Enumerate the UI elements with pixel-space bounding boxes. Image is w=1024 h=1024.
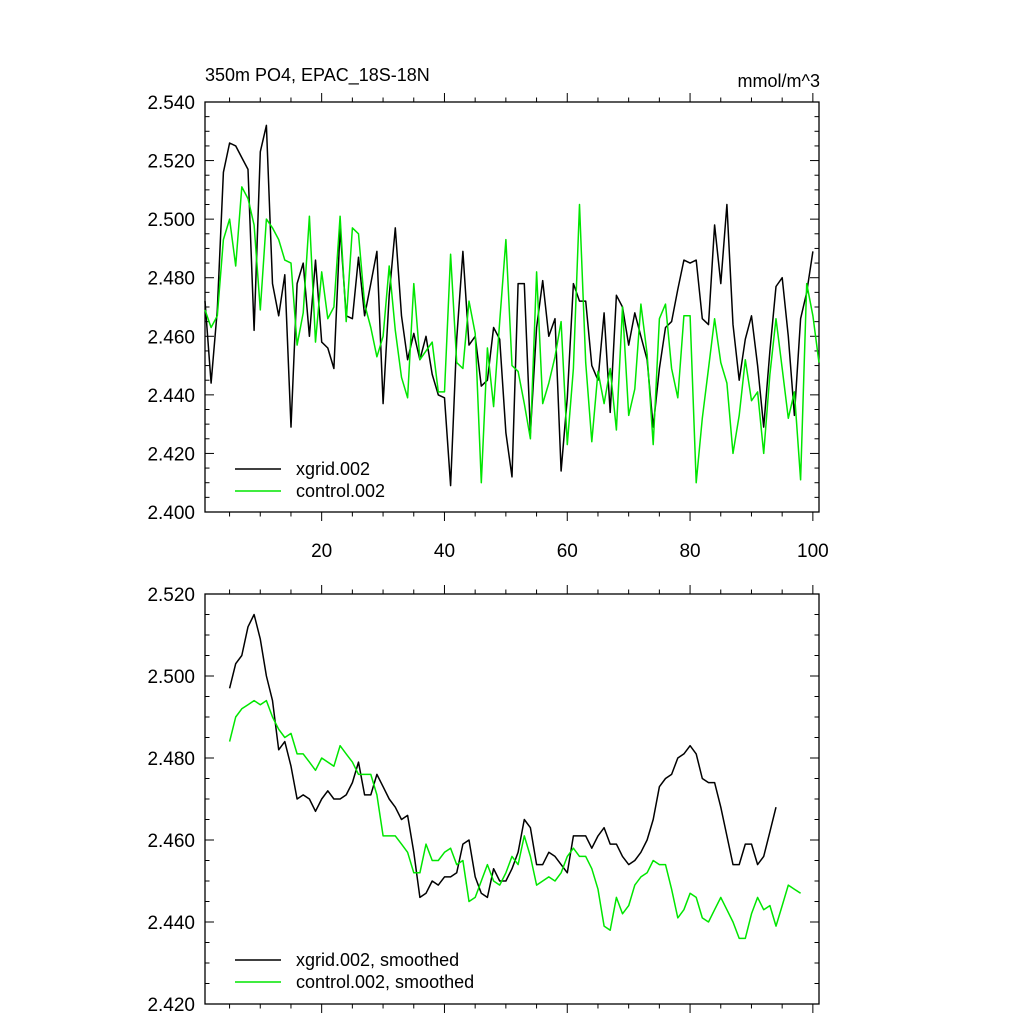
series-line-control [204, 186, 820, 484]
y-tick-label: 2.520 [147, 152, 195, 173]
legend-label-control: control.002 [296, 481, 385, 501]
top-chart-panel: 350m PO4, EPAC_18S-18N mmol/m^3 2.4002.4… [147, 65, 828, 562]
y-tick-label: 2.500 [147, 667, 195, 688]
chart-title: 350m PO4, EPAC_18S-18N [205, 65, 430, 86]
y-tick-label: 2.500 [147, 210, 195, 231]
legend-label-control-smoothed: control.002, smoothed [296, 972, 474, 992]
x-tick-label: 80 [679, 541, 700, 562]
top-axis-ticks: 2.400 2.420 2.440 2.460 2.480 2.500 2.520 2.540… [147, 93, 829, 562]
series-line-control [228, 699, 802, 940]
y-tick-label: 2.540 [147, 93, 195, 114]
top-series-lines [204, 124, 820, 487]
top-legend: xgrid.002 control.002 [235, 459, 385, 501]
x-tick-label: 60 [557, 541, 578, 562]
x-tick-label: 40 [434, 541, 455, 562]
y-tick-label: 2.480 [147, 749, 195, 770]
top-plot-frame [204, 101, 820, 513]
bottom-series-lines [228, 613, 802, 940]
x-tick-label: 100 [797, 541, 829, 562]
bottom-legend: xgrid.002, smoothed control.002, smoothe… [235, 950, 474, 992]
legend-label-xgrid: xgrid.002 [296, 459, 370, 479]
y-tick-label: 2.420 [147, 995, 195, 1016]
x-tick-label: 20 [311, 541, 332, 562]
units-label: mmol/m^3 [738, 71, 820, 91]
bottom-chart-panel: 2.420 2.440 2.460 2.480 2.500 2.520 xgrid.002… [147, 585, 820, 1016]
y-tick-label: 2.420 [147, 444, 195, 465]
y-tick-label: 2.460 [147, 327, 195, 348]
bottom-axis-ticks: 2.420 2.440 2.460 2.480 2.500 2.520 [147, 585, 819, 1016]
y-tick-label: 2.440 [147, 913, 195, 934]
series-line-xgrid [204, 124, 814, 487]
y-tick-label: 2.520 [147, 585, 195, 606]
y-tick-label: 2.480 [147, 269, 195, 290]
y-tick-label: 2.460 [147, 831, 195, 852]
y-tick-label: 2.400 [147, 503, 195, 524]
y-tick-label: 2.440 [147, 386, 195, 407]
legend-label-xgrid-smoothed: xgrid.002, smoothed [296, 950, 459, 970]
series-line-xgrid [228, 613, 777, 899]
